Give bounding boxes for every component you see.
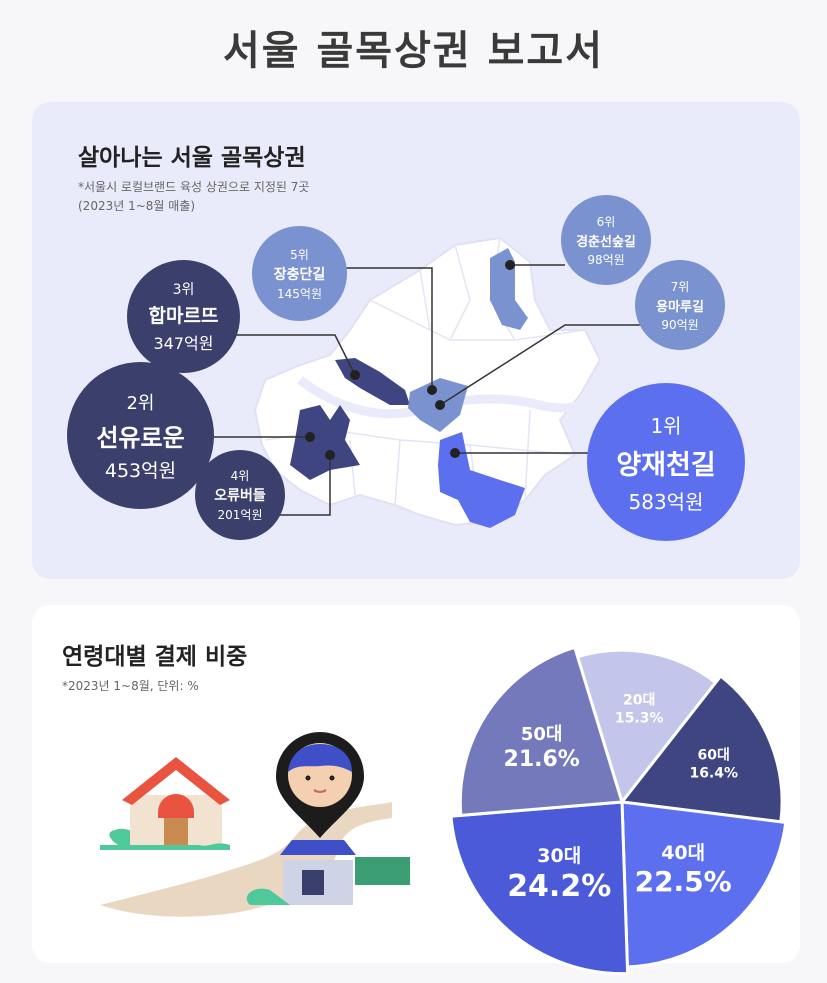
rank-4-label: 4위 <box>230 469 250 483</box>
rank-1-label: 1위 <box>650 413 682 438</box>
rank-bubble-3: 3위 합마르뜨 347억원 <box>127 260 240 373</box>
map-note-line1: *서울시 로컬브랜드 육성 상권으로 지정된 7곳 <box>78 180 310 194</box>
rank-bubble-7: 7위 용마루길 90억원 <box>635 260 725 350</box>
pie-card: 연령대별 결제 비중 *2023년 1~8월, 단위: % <box>32 605 800 963</box>
rank-3-name: 합마르뜨 <box>148 305 219 327</box>
rank-4-sales: 201억원 <box>217 508 263 522</box>
rank-5-name: 장충단길 <box>273 266 326 283</box>
rank-1-name: 양재천길 <box>616 449 716 481</box>
rank-5-sales: 145억원 <box>277 286 322 301</box>
rank-bubble-2: 2위 선유로운 453억원 <box>67 362 214 509</box>
rank-6-name: 경춘선숲길 <box>576 234 636 250</box>
rank-2-name: 선유로운 <box>96 423 185 452</box>
rank-7-sales: 90억원 <box>661 317 699 332</box>
rank-bubble-5: 5위 장충단길 145억원 <box>252 226 347 321</box>
pie-section-title: 연령대별 결제 비중 <box>62 644 248 670</box>
rank-6-sales: 98억원 <box>587 252 625 267</box>
rank-bubble-4: 4위 오류버들 201억원 <box>195 450 285 540</box>
rank-3-sales: 347억원 <box>153 334 214 353</box>
rank-3-label: 3위 <box>172 282 195 298</box>
rank-4-name: 오류버들 <box>214 488 266 504</box>
map-section-title: 살아나는 서울 골목상권 <box>78 145 306 171</box>
rank-7-name: 용마루길 <box>656 299 704 315</box>
map-note: *서울시 로컬브랜드 육성 상권으로 지정된 7곳 (2023년 1~8월 매출… <box>78 178 309 216</box>
rank-1-sales: 583억원 <box>628 489 704 514</box>
page-title: 서울 골목상권 보고서 <box>222 28 605 74</box>
rank-bubble-6: 6위 경춘선숲길 98억원 <box>561 195 651 285</box>
rank-7-label: 7위 <box>670 279 690 294</box>
rank-bubble-1: 1위 양재천길 583억원 <box>587 383 745 541</box>
map-note-line2: (2023년 1~8월 매출) <box>78 199 196 213</box>
rank-2-label: 2위 <box>126 392 155 414</box>
rank-2-sales: 453억원 <box>104 459 177 482</box>
rank-6-label: 6위 <box>596 214 616 229</box>
pie-note: *2023년 1~8월, 단위: % <box>62 679 199 693</box>
rank-5-label: 5위 <box>290 247 309 262</box>
